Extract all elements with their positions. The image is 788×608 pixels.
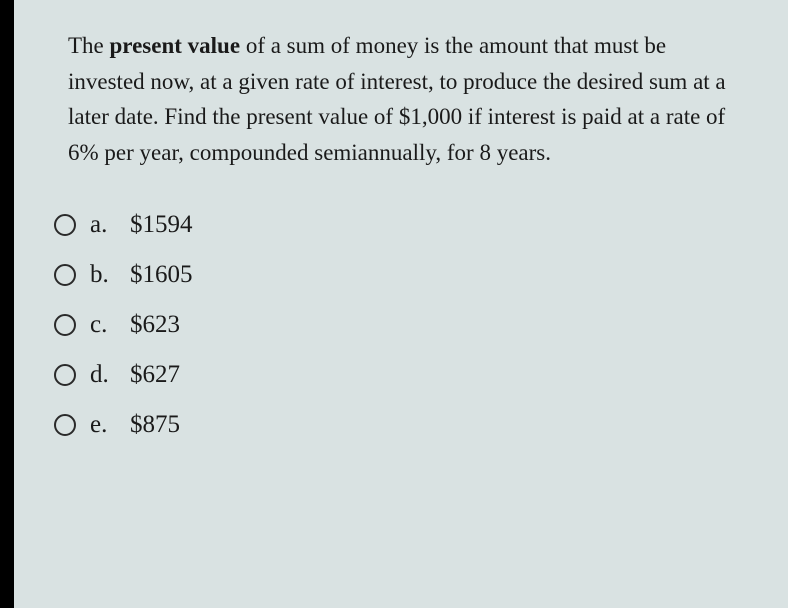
options-list: a. $1594 b. $1605 c. $623 d. $627 e. $87… <box>50 211 748 439</box>
radio-icon[interactable] <box>54 214 76 236</box>
radio-icon[interactable] <box>54 414 76 436</box>
option-value: $1594 <box>130 211 193 239</box>
option-letter: a. <box>90 211 116 239</box>
question-text: The present value of a sum of money is t… <box>50 28 748 171</box>
option-value: $1605 <box>130 261 193 289</box>
radio-icon[interactable] <box>54 364 76 386</box>
question-part-0: The <box>68 33 110 58</box>
question-part-1: present value <box>110 33 241 58</box>
option-letter: b. <box>90 261 116 289</box>
option-value: $623 <box>130 311 180 339</box>
option-b[interactable]: b. $1605 <box>54 261 748 289</box>
option-a[interactable]: a. $1594 <box>54 211 748 239</box>
option-d[interactable]: d. $627 <box>54 361 748 389</box>
option-letter: e. <box>90 411 116 439</box>
option-value: $627 <box>130 361 180 389</box>
radio-icon[interactable] <box>54 264 76 286</box>
option-letter: c. <box>90 311 116 339</box>
radio-icon[interactable] <box>54 314 76 336</box>
option-letter: d. <box>90 361 116 389</box>
option-c[interactable]: c. $623 <box>54 311 748 339</box>
option-e[interactable]: e. $875 <box>54 411 748 439</box>
option-value: $875 <box>130 411 180 439</box>
